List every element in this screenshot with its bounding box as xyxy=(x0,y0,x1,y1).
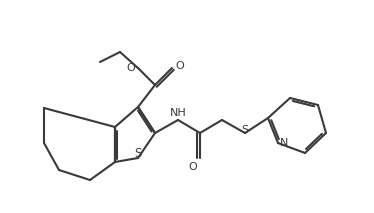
Text: S: S xyxy=(134,147,142,160)
Text: NH: NH xyxy=(170,108,186,118)
Text: N: N xyxy=(280,138,288,148)
Text: O: O xyxy=(175,61,184,71)
Text: S: S xyxy=(242,125,249,135)
Text: O: O xyxy=(126,63,135,73)
Text: O: O xyxy=(188,162,197,172)
